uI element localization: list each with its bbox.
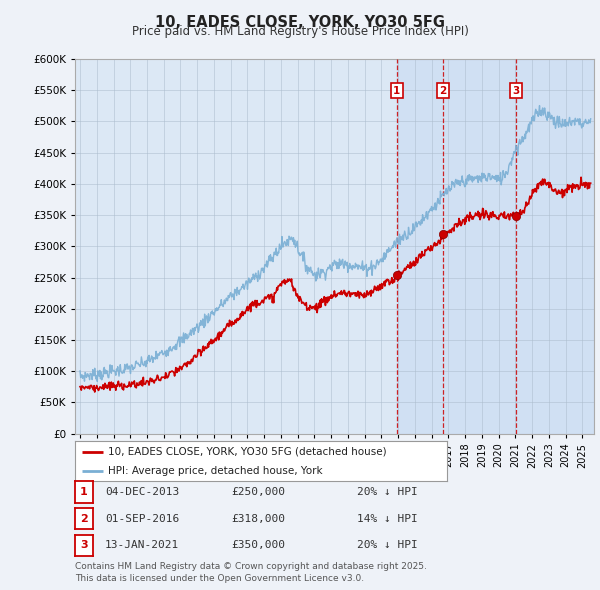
Text: HPI: Average price, detached house, York: HPI: Average price, detached house, York [109,466,323,476]
Text: 04-DEC-2013: 04-DEC-2013 [105,487,179,497]
Text: Price paid vs. HM Land Registry's House Price Index (HPI): Price paid vs. HM Land Registry's House … [131,25,469,38]
Text: £318,000: £318,000 [231,514,285,523]
Text: 10, EADES CLOSE, YORK, YO30 5FG (detached house): 10, EADES CLOSE, YORK, YO30 5FG (detache… [109,447,387,457]
Text: 20% ↓ HPI: 20% ↓ HPI [357,540,418,550]
Text: 1: 1 [393,86,400,96]
Text: 13-JAN-2021: 13-JAN-2021 [105,540,179,550]
Text: 01-SEP-2016: 01-SEP-2016 [105,514,179,523]
Text: 20% ↓ HPI: 20% ↓ HPI [357,487,418,497]
Text: 2: 2 [439,86,446,96]
Text: 2: 2 [80,514,88,523]
Text: £350,000: £350,000 [231,540,285,550]
Text: 3: 3 [512,86,520,96]
Text: £250,000: £250,000 [231,487,285,497]
Text: 1: 1 [80,487,88,497]
Text: Contains HM Land Registry data © Crown copyright and database right 2025.
This d: Contains HM Land Registry data © Crown c… [75,562,427,583]
Bar [397,59,594,434]
Text: 3: 3 [80,540,88,550]
Text: 10, EADES CLOSE, YORK, YO30 5FG: 10, EADES CLOSE, YORK, YO30 5FG [155,15,445,30]
Text: 14% ↓ HPI: 14% ↓ HPI [357,514,418,523]
